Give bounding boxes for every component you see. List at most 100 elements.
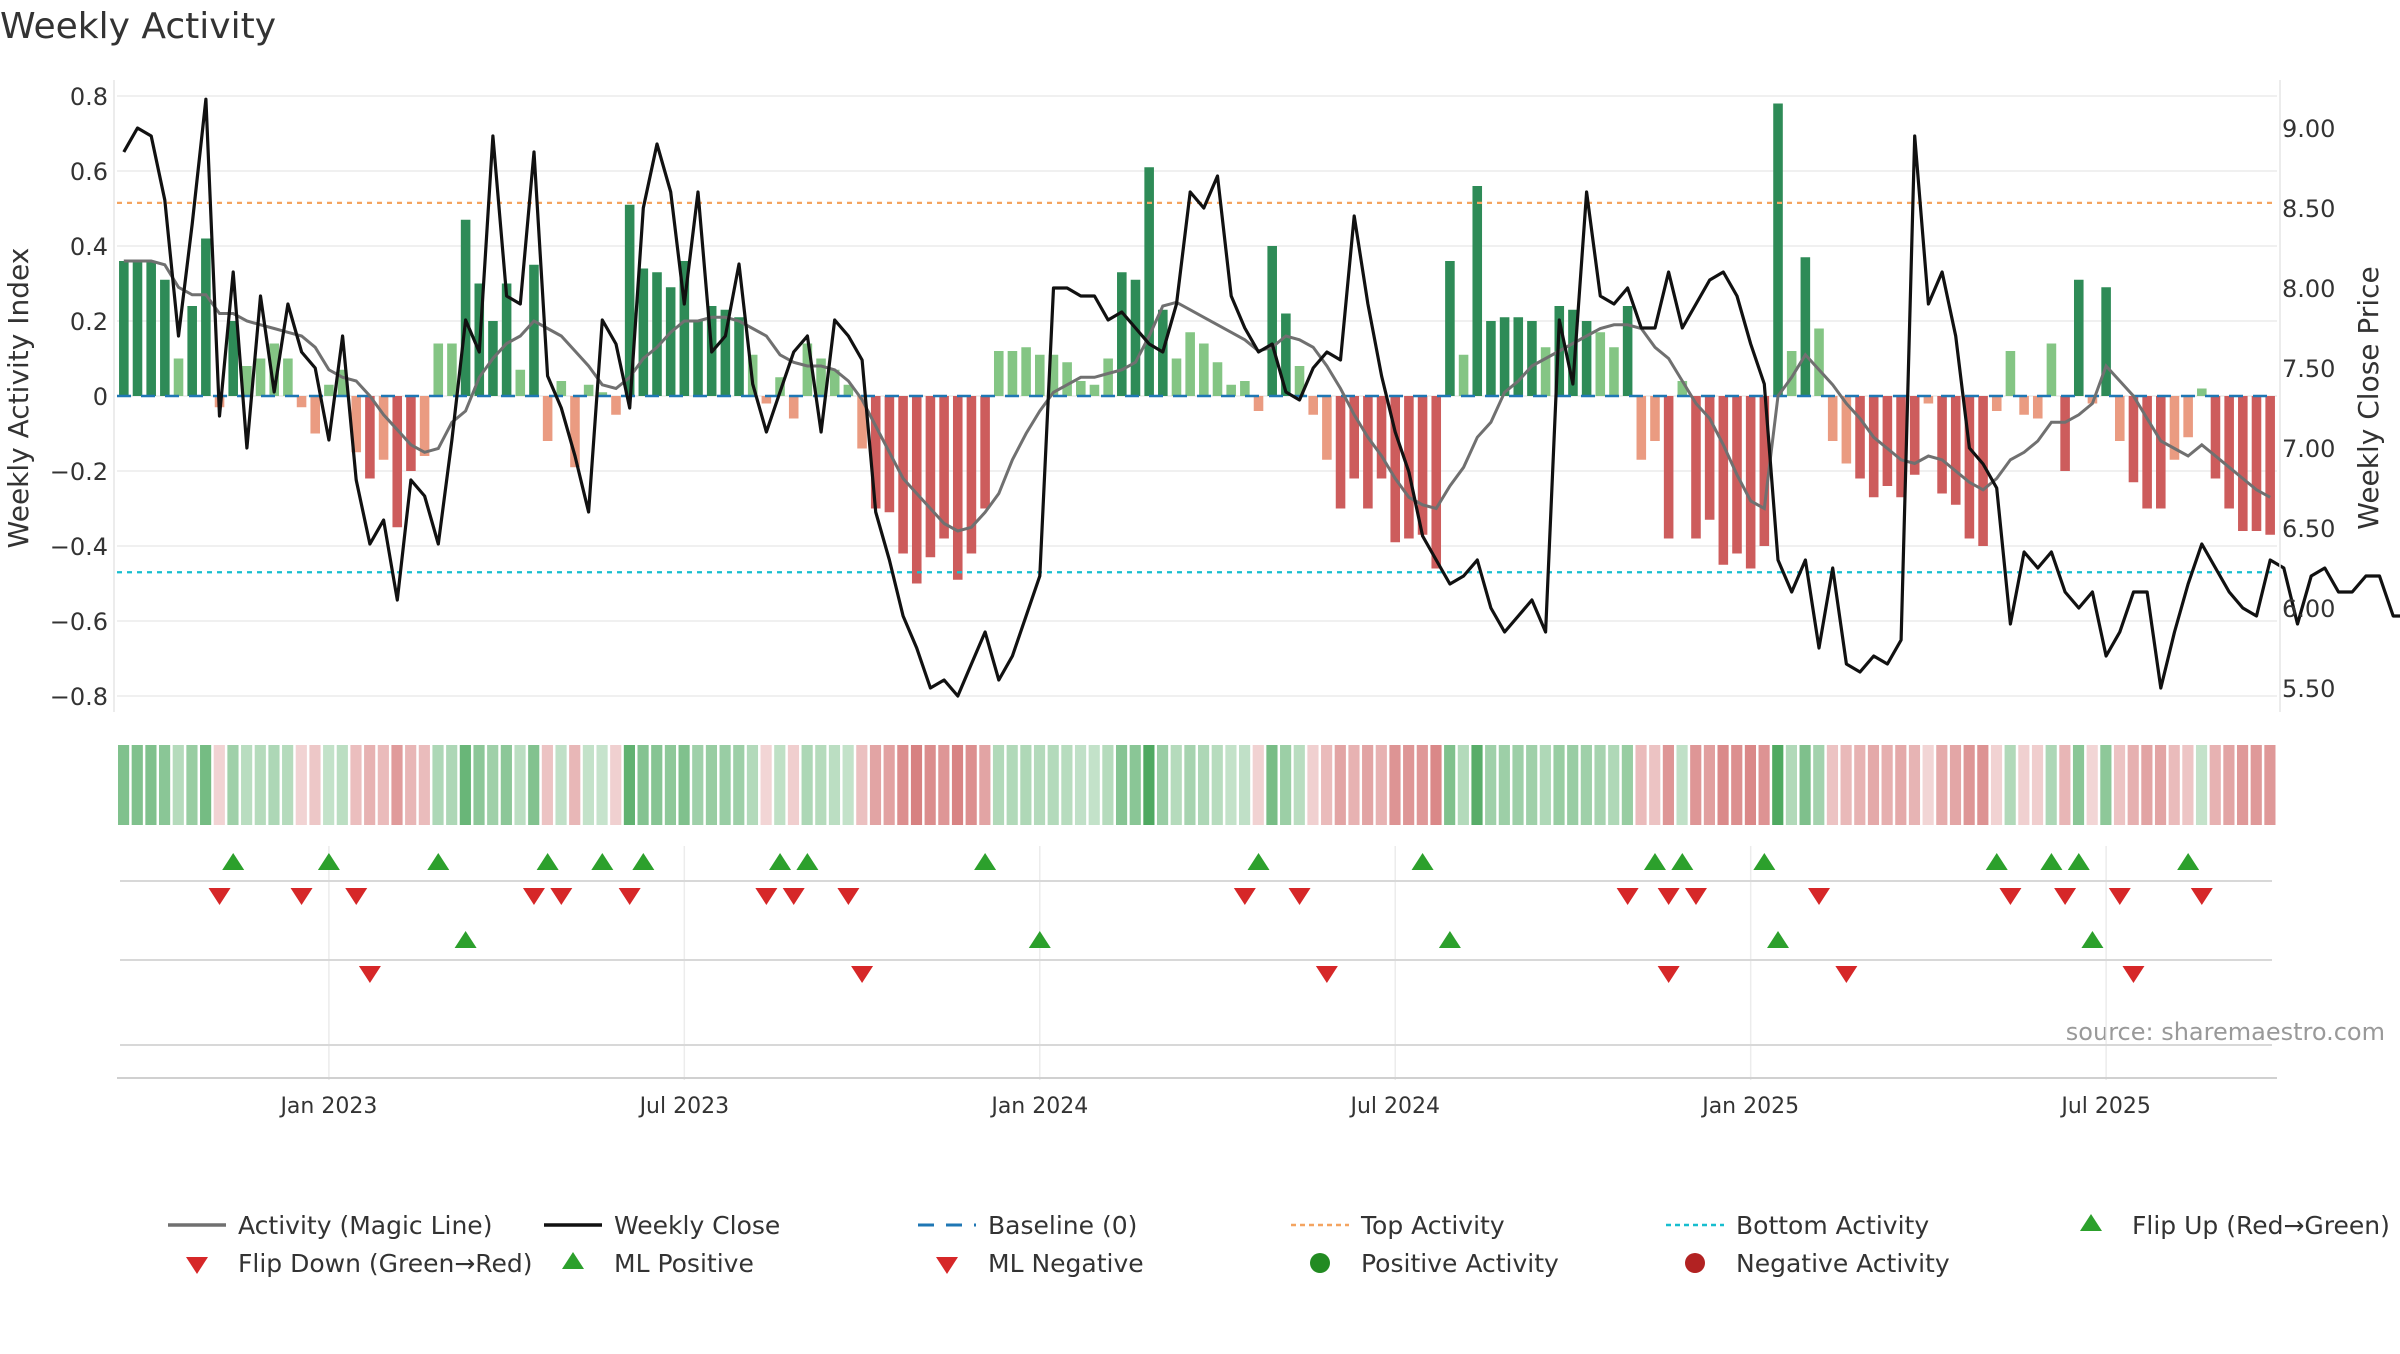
- activity-bar: [2005, 351, 2016, 396]
- activity-bar: [1650, 396, 1660, 441]
- heat-cell: [1143, 745, 1155, 825]
- heat-cell: [719, 745, 731, 825]
- heat-cell: [1594, 745, 1606, 825]
- flip-up-marker: [1411, 853, 1434, 870]
- activity-bar: [146, 261, 156, 396]
- heat-cell: [1375, 745, 1387, 825]
- activity-bar: [2197, 388, 2207, 396]
- heat-cell: [1785, 745, 1798, 825]
- heat-cell: [1211, 745, 1223, 825]
- weekly-close-line: [122, 97, 2400, 698]
- activity-bar: [1499, 317, 1510, 396]
- activity-bar: [1117, 272, 1127, 396]
- activity-bar: [1978, 396, 1988, 546]
- activity-bar: [952, 396, 963, 580]
- flip-down-marker: [208, 888, 231, 905]
- legend-marker: [1685, 1253, 1705, 1273]
- heat-cell: [1362, 745, 1374, 825]
- heat-cell: [883, 745, 895, 825]
- legend-label: Positive Activity: [1361, 1249, 1559, 1278]
- heat-cell: [2195, 745, 2208, 825]
- activity-bar: [1814, 328, 1824, 396]
- legend-label: Negative Activity: [1736, 1249, 1950, 1278]
- flip-up-marker: [317, 853, 340, 870]
- heat-cell: [1088, 745, 1100, 825]
- heat-cell: [1526, 745, 1538, 825]
- heat-cell: [897, 745, 909, 825]
- heat-cell: [1881, 745, 1893, 825]
- heat-cell: [391, 745, 403, 825]
- activity-bar: [228, 321, 238, 396]
- heat-cell: [1061, 745, 1073, 825]
- flip-up-marker: [1247, 853, 1270, 870]
- activity-bar: [460, 219, 471, 396]
- heat-cell: [418, 745, 430, 825]
- heat-cell: [965, 745, 977, 825]
- activity-bar: [1212, 362, 1223, 396]
- activity-bar: [2032, 396, 2043, 419]
- activity-bar: [1950, 396, 1961, 505]
- legend-label: Top Activity: [1360, 1211, 1505, 1240]
- flip-up-marker: [632, 853, 655, 870]
- activity-bar: [1335, 396, 1346, 509]
- heat-cell: [910, 745, 923, 825]
- heat-cell: [2045, 745, 2057, 825]
- flip-down-marker: [1684, 888, 1707, 905]
- heat-cell: [1731, 745, 1743, 825]
- activity-bar: [1581, 321, 1592, 396]
- heat-cell: [787, 745, 800, 825]
- y2-tick-label: 8.00: [2282, 275, 2335, 303]
- heat-cell: [2113, 745, 2126, 825]
- heat-cell: [637, 745, 649, 825]
- activity-bar: [1376, 396, 1387, 479]
- activity-bar: [1800, 257, 1811, 396]
- activity-bar: [1568, 309, 1578, 396]
- ml-positive-marker: [1767, 931, 1790, 948]
- activity-bar: [652, 272, 662, 396]
- activity-bar: [679, 261, 690, 396]
- activity-bar: [1458, 354, 1469, 396]
- heat-cell: [186, 745, 198, 825]
- heat-cell: [610, 745, 622, 825]
- heat-cell: [992, 745, 1005, 825]
- heat-cell: [651, 745, 663, 825]
- heat-cell: [938, 745, 950, 825]
- activity-bar: [898, 396, 908, 554]
- activity-bar: [1021, 347, 1031, 396]
- ml-negative-marker: [1835, 966, 1858, 983]
- activity-bar: [980, 396, 990, 509]
- activity-bar: [1786, 351, 1797, 396]
- heat-cell: [1129, 745, 1141, 825]
- activity-bar: [734, 317, 744, 396]
- x-tick-label: Jul 2023: [638, 1094, 730, 1119]
- heat-cell: [2100, 745, 2112, 825]
- heat-cell: [760, 745, 772, 825]
- heat-cell: [1512, 745, 1524, 825]
- heat-cell: [1115, 745, 1128, 825]
- activity-bar: [1855, 396, 1865, 479]
- x-tick-label: Jul 2024: [1348, 1094, 1440, 1119]
- flip-up-marker: [2040, 853, 2063, 870]
- y-tick-label: −0.4: [50, 533, 108, 561]
- flip-down-marker: [782, 888, 805, 905]
- activity-bar: [2169, 396, 2180, 460]
- activity-bar: [816, 358, 826, 396]
- flip-up-marker: [769, 853, 792, 870]
- activity-bar: [925, 396, 936, 558]
- flip-down-marker: [550, 888, 573, 905]
- flip-down-marker: [290, 888, 313, 905]
- heat-cell: [924, 745, 936, 825]
- heat-cell: [227, 745, 239, 825]
- flip-down-marker: [2054, 888, 2077, 905]
- ml-negative-marker: [1315, 966, 1338, 983]
- activity-bar: [1281, 313, 1291, 396]
- activity-bar: [911, 396, 922, 584]
- heat-cell: [774, 745, 786, 825]
- flip-down-marker: [618, 888, 641, 905]
- heat-cell: [364, 745, 376, 825]
- activity-bar: [296, 396, 307, 408]
- heat-cell: [473, 745, 485, 825]
- heat-cell: [1184, 745, 1196, 825]
- heat-cell: [815, 745, 827, 825]
- activity-bar: [365, 396, 375, 479]
